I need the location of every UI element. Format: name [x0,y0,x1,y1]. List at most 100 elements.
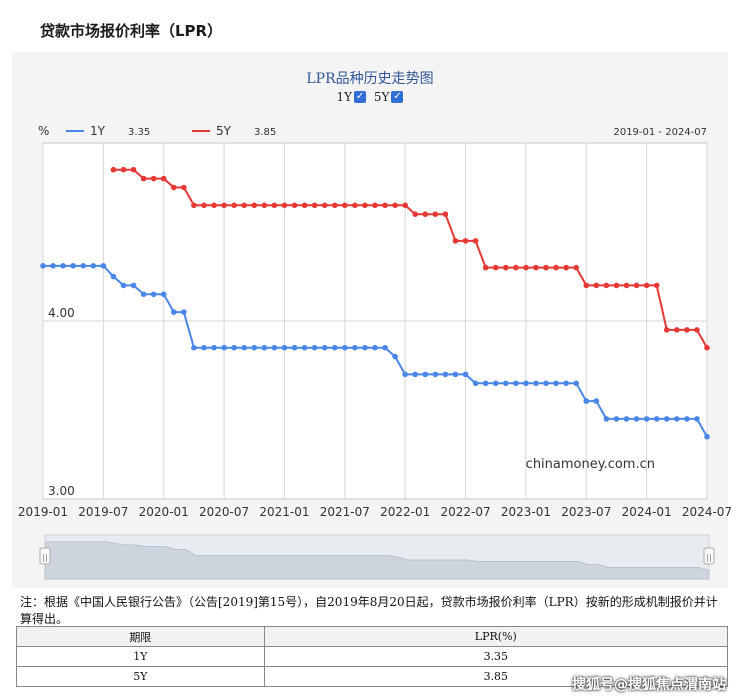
data-point-1y [301,344,308,351]
data-point-1y [120,282,127,289]
data-point-5y [342,202,348,209]
data-point-5y [442,211,449,217]
legend-1y-value: 3.35 [128,127,150,138]
data-point-1y [402,371,408,378]
data-point-1y [80,263,87,269]
header-lpr: LPR(%) [263,626,729,647]
data-point-1y [261,344,268,351]
data-point-5y [462,238,469,244]
data-point-5y [261,202,268,209]
table-row: 1Y 3.35 [16,646,729,667]
data-point-5y [663,327,670,333]
data-point-1y [533,380,539,387]
data-point-1y [633,416,640,422]
data-point-1y [553,380,559,387]
x-tick-label: 2020-07 [199,505,249,519]
data-point-5y [472,238,479,244]
data-point-5y [684,327,690,333]
range-navigator[interactable]: || || [39,534,715,580]
lpr-line-chart: % 1Y 3.35 5Y 3.85 2019-01 - 2024-07 3.00… [18,124,732,580]
data-point-1y [563,380,569,387]
data-point-1y [331,344,338,351]
data-point-1y [663,416,670,422]
data-point-1y [352,344,358,351]
data-point-1y [583,398,590,404]
legend-1y-name[interactable]: 1Y [90,124,106,138]
data-point-1y [543,380,549,387]
date-range-label: 2019-01 - 2024-07 [613,127,707,138]
data-point-5y [563,264,569,271]
data-point-5y [382,202,388,209]
toggle-5y[interactable]: 5Y ✓ [374,90,404,104]
data-point-1y [513,380,519,387]
data-point-5y [452,238,459,244]
data-point-5y [271,202,278,209]
y-axis: 3.00 4.00 [48,306,75,498]
data-point-1y [502,380,509,387]
data-point-1y [50,263,56,269]
data-point-1y [130,282,137,289]
toggle-1y[interactable]: 1Y ✓ [337,90,367,104]
navigator-left-handle[interactable] [39,547,51,565]
data-point-1y [684,416,690,422]
data-point-5y [432,211,439,217]
data-point-5y [523,264,529,271]
data-point-1y [372,344,378,351]
table-header-row: 期限 LPR(%) [16,626,729,647]
data-point-5y [502,264,509,271]
data-point-5y [613,282,620,289]
data-point-1y [492,380,499,387]
data-point-1y [110,273,117,280]
data-point-1y [412,371,419,378]
data-point-1y [462,371,469,378]
data-point-5y [392,202,398,209]
data-point-5y [533,264,539,271]
data-point-1y [603,416,610,422]
data-point-5y [321,202,328,209]
data-point-5y [633,282,640,289]
checkbox-icon[interactable]: ✓ [354,91,367,103]
cell-term: 5Y [16,666,265,687]
cell-rate: 3.35 [263,646,729,667]
data-point-5y [211,202,217,209]
chart-title: LPR品种历史走势图 [306,71,434,87]
data-point-1y [573,380,580,387]
cell-term: 1Y [16,646,265,667]
data-point-5y [402,202,408,209]
data-point-1y [472,380,479,387]
data-point-1y [40,263,46,269]
data-point-1y [150,291,157,298]
legend-5y-name[interactable]: 5Y [216,124,232,138]
data-point-5y [130,166,137,173]
data-point-1y [191,344,197,351]
data-point-5y [583,282,590,289]
page-title: 贷款市场报价利率（LPR） [40,22,223,40]
data-point-5y [603,282,610,289]
grip-icon: || [42,553,47,562]
data-point-1y [100,263,107,269]
lpr-table: 期限 LPR(%) 1Y 3.35 5Y 3.85 [16,626,729,687]
data-point-1y [694,416,700,422]
data-point-1y [653,416,660,422]
checkbox-icon[interactable]: ✓ [391,91,404,103]
x-tick-label: 2019-07 [78,505,128,519]
data-point-5y [412,211,419,217]
data-point-1y [160,291,167,298]
toggle-5y-label: 5Y [373,90,390,104]
data-point-1y [482,380,489,387]
data-point-5y [372,202,378,209]
x-axis: 2019-01 2019-07 2020-01 2020-07 2021-01 2021-… [18,505,732,519]
x-tick-label: 2023-01 [501,505,551,519]
navigator-right-handle[interactable] [703,547,715,565]
data-point-1y [221,344,227,351]
data-point-5y [241,202,248,209]
x-tick-label: 2024-07 [682,505,732,519]
data-point-5y [201,202,207,209]
data-point-5y [301,202,308,209]
grip-icon: || [706,553,711,562]
toggle-1y-label: 1Y [336,90,353,104]
data-point-1y [251,344,258,351]
data-point-1y [211,344,217,351]
data-point-1y [201,344,207,351]
x-tick-label: 2019-01 [18,505,68,519]
